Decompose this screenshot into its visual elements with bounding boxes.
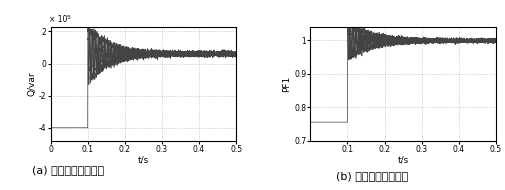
- Y-axis label: PF1: PF1: [282, 75, 291, 92]
- X-axis label: t/s: t/s: [397, 155, 408, 164]
- X-axis label: t/s: t/s: [137, 155, 148, 164]
- Text: 5: 5: [66, 15, 70, 20]
- Text: (b) 系统基波功率因数: (b) 系统基波功率因数: [335, 171, 407, 181]
- Y-axis label: Q/var: Q/var: [27, 71, 36, 96]
- Text: × 10: × 10: [48, 15, 67, 24]
- Text: (a) 系统基波无功功率: (a) 系统基波无功功率: [32, 165, 104, 175]
